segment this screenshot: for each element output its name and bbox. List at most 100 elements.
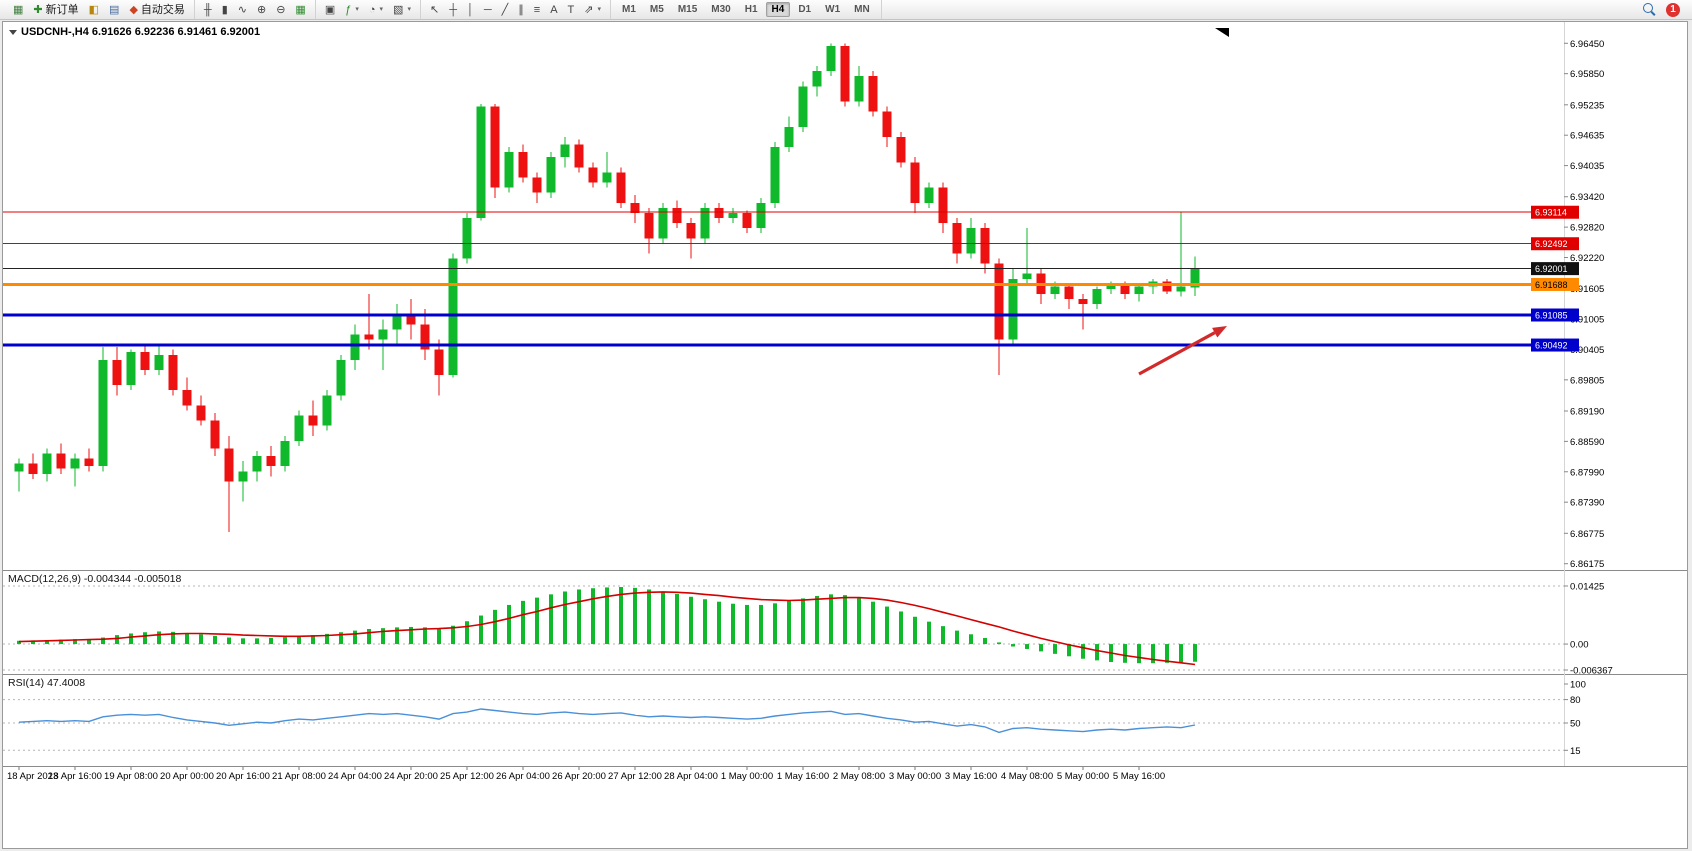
macd-histogram-bar [353,630,357,645]
templates-button[interactable]: ▧ ▾ [389,1,415,19]
indicators-icon: ƒ [345,3,352,16]
svg-text:6.92820: 6.92820 [1570,223,1604,234]
timeframe-w1-button[interactable]: W1 [825,4,841,15]
macd-histogram-bar [563,591,567,645]
candle-body [406,314,416,325]
macd-histogram-bar [283,637,287,645]
price-hline[interactable]: 6.90492 [3,338,1579,352]
macd-histogram-bar [983,637,987,645]
timeframe-m30-button[interactable]: M30 [711,4,731,15]
svg-text:18 Apr 16:00: 18 Apr 16:00 [48,771,102,782]
market-watch-button[interactable]: ◧ [85,1,103,19]
svg-text:6.86175: 6.86175 [1570,559,1604,570]
macd-histogram-bar [451,625,455,645]
chart-menu-icon[interactable] [9,29,17,35]
svg-text:0.01425: 0.01425 [1570,582,1604,593]
timeframe-m1-button[interactable]: M1 [622,4,636,15]
price-axis: 6.96450 6.95850 6.95235 6.94635 6.94035 6.934… [1564,39,1604,570]
timeframe-m5-button[interactable]: M5 [649,4,664,15]
macd-histogram-bar [1025,644,1029,649]
svg-text:3 May 00:00: 3 May 00:00 [889,771,941,782]
macd-histogram-bar [45,639,49,645]
trend-arrow-annotation[interactable] [1138,326,1227,376]
text-label-button[interactable]: T [564,1,579,19]
zoom-in-button[interactable]: ⊕ [253,1,270,19]
macd-histogram-bar [493,609,497,645]
tile-windows-button[interactable]: ▦ [291,1,309,19]
candle-body [700,207,710,239]
macd-histogram-bar [661,591,665,645]
autotrading-icon: ◆ [129,3,138,16]
autotrading-button[interactable]: ◆ 自动交易 [125,1,188,19]
price-hline[interactable]: 6.91688 [3,277,1579,291]
candle-body [658,207,668,239]
zoom-out-button[interactable]: ⊖ [272,1,289,19]
bar-chart-button[interactable]: ╫ [200,1,216,19]
macd-histogram-bar [927,621,931,645]
crosshair-button[interactable]: ┼ [445,1,461,19]
timeframe-m15-button[interactable]: M15 [677,4,698,15]
macd-histogram-bar [969,634,973,645]
macd-histogram-bar [843,595,847,645]
candle-body [560,144,570,158]
candle-body [672,207,682,224]
indicators-button[interactable]: ƒ ▾ [341,1,363,19]
new-chart-button[interactable]: ▦ [9,1,27,19]
candle-body [154,354,164,370]
periods-button[interactable]: ◔ ▾ [365,1,387,19]
macd-histogram-bar [73,639,77,645]
candle-body [840,45,850,102]
candle-body [910,162,920,203]
svg-text:21 Apr 08:00: 21 Apr 08:00 [272,771,326,782]
zoom-in-icon: ⊕ [256,3,267,16]
candle-body [630,202,640,213]
candle-body [28,463,38,474]
arrows-button[interactable]: ⇗ ▾ [580,1,605,19]
auto-arrange-icon: ▣ [324,3,336,16]
equidistant-channel-button[interactable]: ∥ [514,1,528,19]
price-hline[interactable]: 6.92492 [3,237,1579,251]
macd-histogram-bar [745,604,749,645]
candlestick-chart-button[interactable]: ▮ [218,1,232,19]
timeframe-mn-button[interactable]: MN [854,4,870,15]
search-icon[interactable] [1643,3,1656,16]
svg-text:6.93114: 6.93114 [1535,208,1567,218]
vertical-line-button[interactable]: │ [463,1,478,19]
text-button[interactable]: A [546,1,561,19]
candle-body [490,106,500,188]
candle-body [938,187,948,224]
macd-histogram-bar [199,634,203,645]
macd-histogram-bar [1137,644,1141,664]
svg-text:4 May 08:00: 4 May 08:00 [1001,771,1053,782]
notification-badge[interactable]: 1 [1666,2,1680,17]
fibonacci-button[interactable]: ≡ [530,1,544,19]
trendline-button[interactable]: ╱ [498,1,513,19]
timeframe-h1-button[interactable]: H1 [744,4,758,15]
macd-histogram-bar [619,587,623,645]
line-chart-button[interactable]: ∿ [234,1,251,19]
price-hline[interactable]: 6.91085 [3,308,1579,322]
svg-text:-0.006367: -0.006367 [1570,666,1613,677]
macd-histogram-bar [633,587,637,645]
macd-histogram-bar [87,639,91,645]
shift-end-marker[interactable] [1215,28,1229,37]
candle-body [462,218,472,259]
chart-title-text: USDCNH-,H4 6.91626 6.92236 6.91461 6.920… [21,26,261,38]
svg-text:24 Apr 04:00: 24 Apr 04:00 [328,771,382,782]
candle-body [378,329,388,340]
auto-arrange-button[interactable]: ▣ [321,1,339,19]
candle-body [812,71,822,87]
autotrading-button-label: 自动交易 [140,3,185,16]
price-hline[interactable]: 6.93114 [3,205,1579,219]
profiles-button[interactable]: ▤ [105,1,123,19]
macd-histogram-bar [1081,644,1085,659]
macd-histogram-bar [577,589,581,645]
toolbar-button-groups: ▦ ✚ 新订单 ◧ ▤ ◆ 自动交易 ╫ ▮ ∿ ⊕ ⊖ ▦ ▣ ƒ ▾ ◔ ▾ ▧ ▾ ↖ ┼ │ ─ ╱ ∥ ≡ A T ⇗ ▾ M1 M5… [4,0,882,19]
horizontal-line-button[interactable]: ─ [480,1,496,19]
price-hline[interactable]: 6.92001 [3,262,1579,276]
timeframe-d1-button[interactable]: D1 [798,4,812,15]
timeframe-h4-button[interactable]: H4 [765,2,791,17]
cursor-button[interactable]: ↖ [426,1,443,19]
new-order-button[interactable]: ✚ 新订单 [29,1,82,19]
svg-text:6.90405: 6.90405 [1570,345,1604,356]
